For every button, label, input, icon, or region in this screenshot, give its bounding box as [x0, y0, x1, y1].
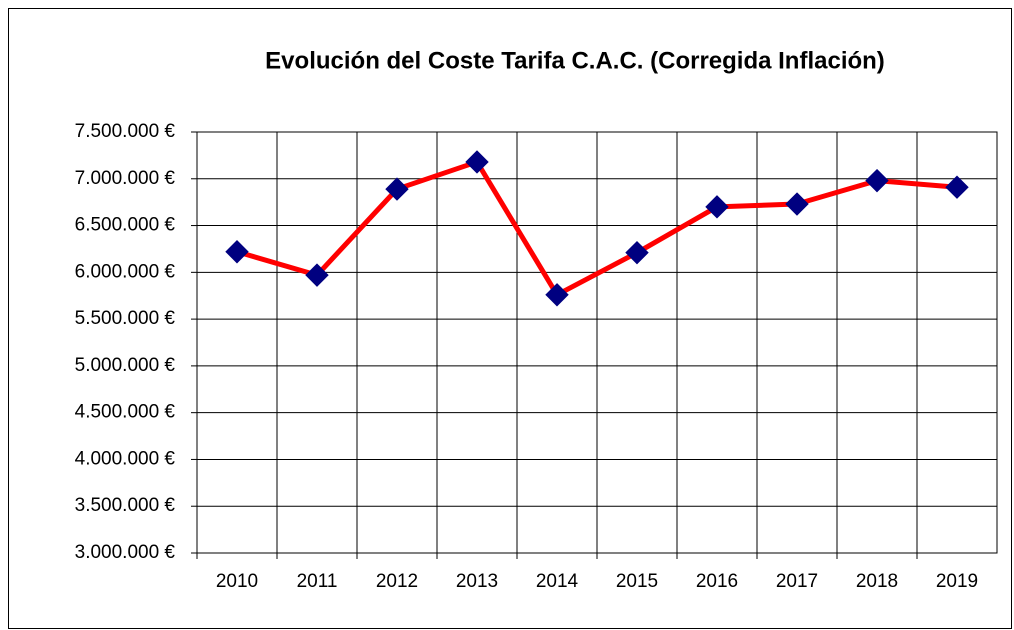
- data-point: [705, 195, 729, 219]
- y-tick-label: 3.500.000 €: [75, 495, 176, 516]
- data-point: [385, 177, 409, 201]
- y-tick-label: 7.000.000 €: [75, 168, 176, 189]
- series-line: [236, 159, 958, 298]
- x-tick-label: 2018: [856, 571, 898, 592]
- data-point: [865, 168, 889, 193]
- data-point: [625, 240, 649, 265]
- x-tick-label: 2016: [696, 571, 738, 592]
- y-tick-label: 3.000.000 €: [75, 542, 176, 563]
- x-tick-label: 2014: [536, 571, 579, 592]
- data-point: [945, 175, 969, 199]
- data-point: [305, 263, 329, 287]
- data-point: [465, 150, 489, 174]
- chart-title: Evolución del Coste Tarifa C.A.C. (Corre…: [265, 47, 885, 74]
- data-point: [785, 192, 809, 216]
- y-tick-label: 7.500.000 €: [75, 121, 176, 142]
- x-tick-label: 2011: [297, 571, 338, 592]
- x-tick-label: 2017: [776, 571, 818, 592]
- x-tick-label: 2012: [376, 571, 418, 592]
- y-tick-label: 5.500.000 €: [75, 308, 176, 329]
- y-tick-label: 6.500.000 €: [75, 215, 176, 236]
- x-tick-label: 2013: [456, 571, 498, 592]
- y-tick-label: 6.000.000 €: [75, 261, 176, 282]
- x-tick-label: 2010: [216, 571, 258, 592]
- y-tick-label: 5.000.000 €: [75, 355, 176, 376]
- y-tick-label: 4.000.000 €: [75, 448, 176, 469]
- data-point: [545, 283, 569, 307]
- x-tick-label: 2019: [936, 571, 978, 592]
- x-tick-label: 2015: [616, 571, 658, 592]
- data-point: [225, 240, 249, 264]
- y-tick-label: 4.500.000 €: [75, 402, 176, 423]
